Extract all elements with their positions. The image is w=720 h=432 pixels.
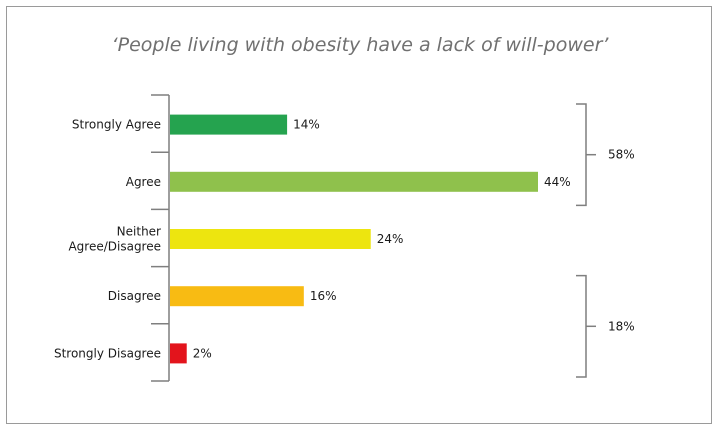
group-total-label: 18% — [608, 319, 635, 333]
data-label: 14% — [293, 118, 320, 132]
category-label-line: Disagree — [108, 289, 161, 303]
category-label: Agree — [126, 175, 161, 189]
category-label: Strongly Agree — [72, 118, 161, 132]
category-label: Strongly Disagree — [54, 346, 161, 360]
category-label: Disagree — [108, 289, 161, 303]
bar — [170, 171, 538, 192]
bar — [170, 343, 187, 364]
chart-frame — [6, 6, 712, 424]
group-bracket — [576, 274, 587, 378]
category-label-line: Neither — [117, 225, 161, 239]
data-label: 24% — [377, 232, 404, 246]
category-label-line: Agree/Disagree — [68, 240, 161, 254]
group-total-label: 58% — [608, 148, 635, 162]
bar — [170, 286, 304, 307]
bar — [170, 229, 371, 249]
category-label-line: Agree — [126, 175, 161, 189]
data-label: 44% — [544, 175, 571, 189]
category-label: Neither Agree/Disagree — [68, 225, 161, 254]
group-bracket — [576, 103, 587, 207]
category-label-line: Strongly Disagree — [54, 346, 161, 360]
data-label: 2% — [193, 346, 212, 360]
chart-title: ‘People living with obesity have a lack … — [111, 34, 609, 56]
bar — [170, 114, 288, 135]
data-label: 16% — [310, 289, 337, 303]
category-label-line: Strongly Agree — [72, 118, 161, 132]
